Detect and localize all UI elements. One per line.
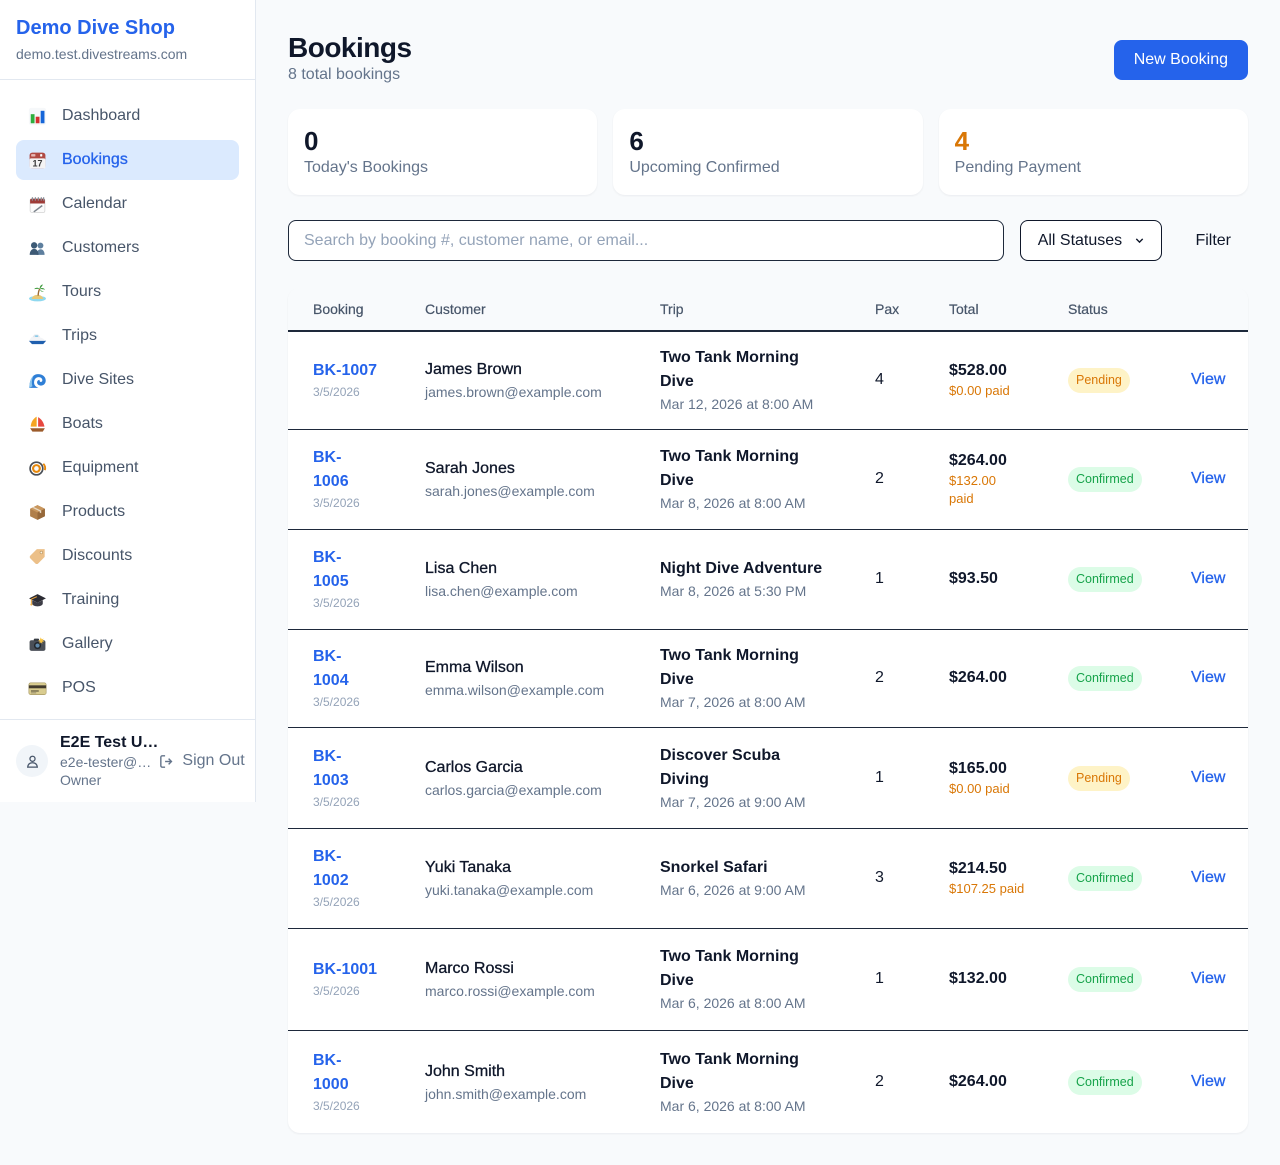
svg-text:17: 17 [33,158,43,168]
